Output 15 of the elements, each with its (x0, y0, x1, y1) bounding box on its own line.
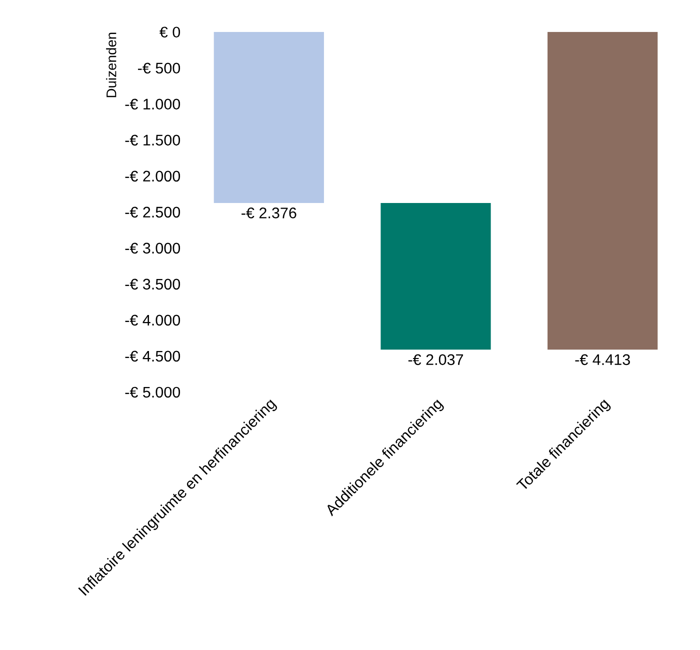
data-label: -€ 4.413 (575, 354, 630, 366)
y-tick-label: -€ 500 (138, 62, 180, 74)
y-tick-label: -€ 4.500 (125, 350, 180, 362)
y-tick-label: -€ 1.000 (125, 98, 180, 110)
y-tick-label: -€ 5.000 (125, 386, 180, 398)
y-tick-label: -€ 1.500 (125, 134, 180, 146)
y-tick-label: -€ 2.000 (125, 170, 180, 182)
y-tick-label: € 0 (160, 26, 180, 38)
y-tick-label: -€ 3.500 (125, 278, 180, 290)
y-tick-label: -€ 2.500 (125, 206, 180, 218)
y-tick-label: -€ 3.000 (125, 242, 180, 254)
data-label: -€ 2.037 (408, 354, 464, 366)
y-tick-label: -€ 4.000 (125, 314, 180, 326)
y-axis-title: Duizenden (106, 32, 116, 98)
data-label: -€ 2.376 (242, 208, 296, 218)
